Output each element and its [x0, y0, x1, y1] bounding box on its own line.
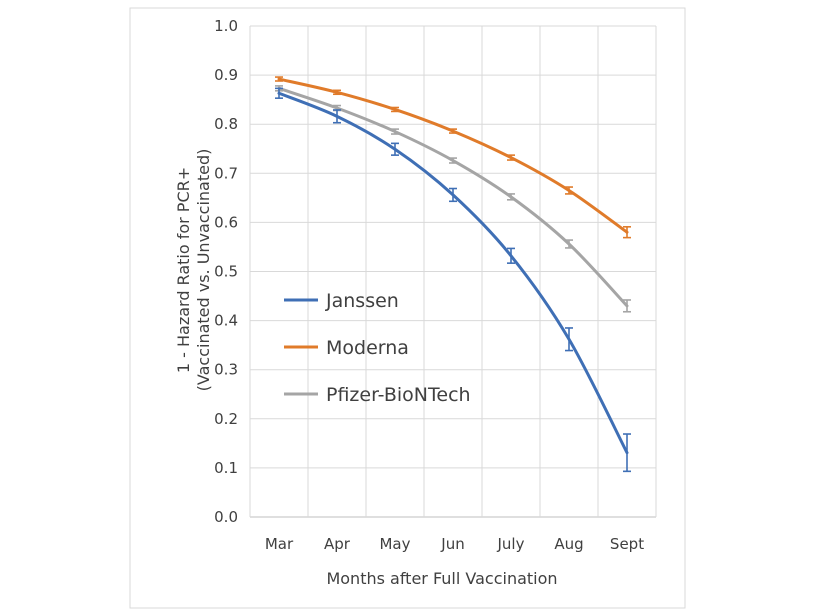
y-tick-label: 0.3 [214, 361, 238, 379]
x-tick-label: Aug [554, 535, 583, 553]
y-tick-label: 0.2 [214, 410, 238, 428]
legend-label: Moderna [326, 337, 409, 359]
y-axis-ticks: 0.0 0.1 0.2 0.3 0.4 0.5 0.6 0.7 0.8 0.9 1.0 [214, 17, 238, 526]
error-bar-moderna [333, 89, 341, 96]
legend: Janssen Moderna Pfizer-BioNTech [284, 290, 471, 406]
error-bar-janssen [391, 142, 399, 156]
legend-entry-janssen: Janssen [284, 290, 399, 312]
error-bar-moderna [565, 186, 573, 195]
x-axis-title: Months after Full Vaccination [326, 569, 557, 588]
y-axis-title-line-1: 1 - Hazard Ratio for PCR+ [174, 167, 193, 373]
legend-label: Janssen [325, 290, 399, 312]
legend-entry-pfizer-biontech: Pfizer-BioNTech [284, 384, 471, 406]
x-tick-label: May [379, 535, 410, 553]
y-tick-label: 0.6 [214, 213, 238, 231]
x-tick-label: Sept [610, 535, 644, 553]
error-bar-pfizer-biontech [623, 299, 631, 313]
x-tick-label: July [497, 535, 525, 553]
error-bar-pfizer-biontech [449, 157, 457, 164]
y-tick-label: 1.0 [214, 17, 238, 35]
chart-area-border [129, 7, 686, 609]
y-tick-label: 0.1 [214, 459, 238, 477]
y-tick-label: 0.8 [214, 115, 238, 133]
error-bar-moderna [507, 154, 515, 161]
y-axis-title-line-2: (Vaccinated vs. Unvaccinated) [194, 149, 213, 392]
series-line-janssen [277, 91, 629, 455]
x-tick-label: Apr [324, 535, 351, 553]
x-axis-ticks: Mar Apr May Jun July Aug Sept [265, 535, 644, 553]
error-bar-janssen [565, 327, 573, 352]
error-bar-pfizer-biontech [391, 128, 399, 135]
error-bar-janssen [333, 109, 341, 124]
error-bar-janssen [449, 187, 457, 203]
error-bar-pfizer-biontech [507, 193, 515, 201]
y-tick-label: 0.9 [214, 66, 238, 84]
y-tick-label: 0.5 [214, 263, 238, 281]
series-line-moderna [277, 77, 629, 234]
error-bar-moderna [449, 128, 457, 134]
legend-label: Pfizer-BioNTech [326, 384, 471, 406]
x-tick-label: Jun [440, 535, 464, 553]
error-bar-moderna [623, 226, 631, 239]
error-bar-pfizer-biontech [565, 239, 573, 249]
y-tick-label: 0.7 [214, 164, 238, 182]
y-tick-label: 0.4 [214, 312, 238, 330]
error-bar-janssen [275, 87, 283, 99]
gridlines [249, 25, 657, 518]
error-bar-moderna [391, 106, 399, 113]
error-bar-moderna [275, 76, 283, 82]
x-tick-label: Mar [265, 535, 294, 553]
legend-entry-moderna: Moderna [284, 337, 409, 359]
error-bar-janssen [507, 247, 515, 264]
series-lines [275, 76, 631, 473]
y-tick-label: 0.0 [214, 508, 238, 526]
error-bar-janssen [623, 433, 631, 473]
